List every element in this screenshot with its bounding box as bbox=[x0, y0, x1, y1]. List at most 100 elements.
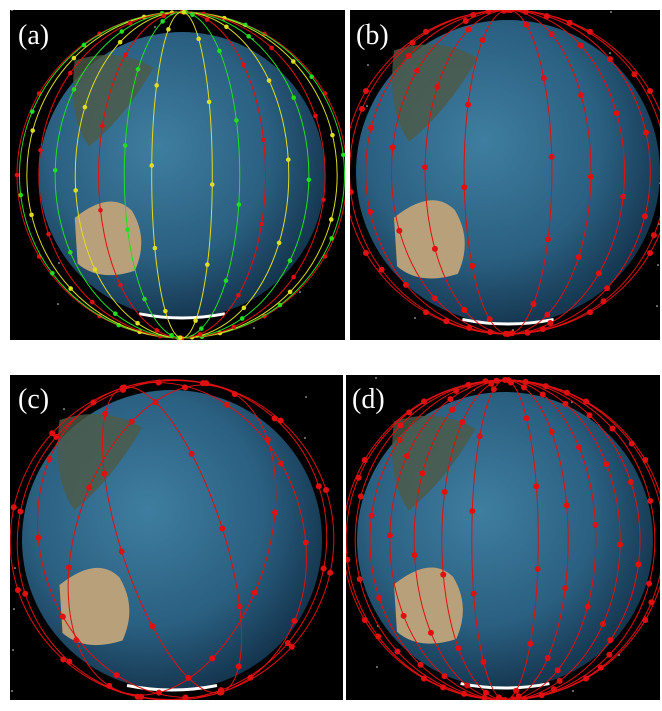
satellite bbox=[82, 43, 87, 48]
satellite bbox=[341, 153, 346, 158]
panel-label: (c) bbox=[18, 384, 49, 415]
satellite bbox=[587, 412, 593, 418]
satellite bbox=[432, 246, 438, 252]
satellite bbox=[647, 498, 653, 504]
satellite bbox=[601, 298, 607, 304]
satellite bbox=[125, 227, 130, 232]
satellite bbox=[30, 128, 35, 133]
satellite bbox=[232, 325, 237, 330]
satellite bbox=[469, 508, 475, 514]
satellite bbox=[224, 278, 229, 283]
satellite bbox=[562, 585, 568, 591]
satellite bbox=[313, 114, 318, 119]
satellite bbox=[149, 163, 154, 168]
satellite bbox=[432, 295, 438, 301]
satellite bbox=[181, 10, 186, 15]
star bbox=[14, 567, 16, 569]
satellite bbox=[477, 433, 483, 439]
satellite bbox=[363, 250, 369, 256]
satellite bbox=[422, 164, 428, 170]
satellite bbox=[73, 188, 78, 193]
satellite bbox=[291, 95, 296, 100]
satellite bbox=[464, 682, 470, 688]
satellite bbox=[562, 401, 568, 407]
satellite bbox=[576, 254, 582, 260]
satellite bbox=[163, 309, 168, 314]
satellite bbox=[155, 328, 160, 333]
satellite bbox=[38, 148, 43, 153]
satellite bbox=[178, 335, 183, 340]
landmass bbox=[60, 568, 130, 645]
satellite bbox=[609, 426, 615, 432]
star bbox=[572, 690, 574, 692]
satellite bbox=[544, 312, 550, 318]
satellite bbox=[113, 311, 118, 316]
star bbox=[414, 317, 416, 319]
satellite bbox=[509, 330, 515, 336]
satellite bbox=[217, 49, 222, 54]
satellite bbox=[123, 53, 128, 58]
satellite bbox=[345, 173, 350, 178]
satellite bbox=[246, 34, 251, 39]
satellite bbox=[651, 232, 657, 238]
satellite bbox=[46, 232, 51, 237]
satellite bbox=[236, 293, 241, 298]
satellite bbox=[118, 40, 123, 45]
satellite bbox=[487, 316, 493, 322]
satellite bbox=[643, 129, 649, 135]
satellite bbox=[396, 228, 402, 234]
satellite bbox=[453, 388, 459, 394]
star bbox=[13, 608, 15, 610]
satellite bbox=[259, 222, 264, 227]
satellite bbox=[409, 40, 415, 46]
satellite bbox=[269, 46, 274, 51]
satellite bbox=[193, 318, 198, 323]
satellite bbox=[241, 63, 246, 68]
satellite bbox=[598, 665, 604, 671]
satellite bbox=[557, 678, 563, 684]
star bbox=[253, 327, 255, 329]
satellite bbox=[387, 532, 393, 538]
satellite bbox=[642, 213, 648, 219]
satellite bbox=[606, 652, 612, 658]
satellite bbox=[321, 198, 326, 203]
satellite bbox=[501, 8, 507, 14]
satellite bbox=[330, 133, 335, 138]
satellite bbox=[234, 118, 239, 123]
star bbox=[376, 666, 378, 668]
satellite bbox=[123, 143, 128, 148]
satellite bbox=[358, 493, 364, 499]
satellite bbox=[585, 604, 591, 610]
satellite bbox=[419, 470, 425, 476]
satellite bbox=[190, 12, 195, 17]
satellite bbox=[50, 271, 55, 276]
satellite bbox=[480, 37, 486, 43]
satellite bbox=[578, 92, 584, 98]
satellite bbox=[578, 43, 584, 49]
star bbox=[57, 303, 59, 305]
satellite bbox=[440, 572, 446, 578]
satellite bbox=[549, 429, 555, 435]
satellite bbox=[135, 321, 140, 326]
star bbox=[305, 396, 307, 398]
satellite bbox=[617, 542, 623, 548]
satellite bbox=[592, 522, 598, 528]
star bbox=[656, 305, 658, 307]
satellite bbox=[459, 419, 465, 425]
satellite bbox=[620, 194, 626, 200]
satellite bbox=[98, 208, 103, 213]
satellite bbox=[631, 71, 637, 77]
satellite bbox=[455, 645, 461, 651]
satellite bbox=[576, 444, 582, 450]
satellite bbox=[68, 71, 73, 76]
satellite bbox=[390, 144, 396, 150]
satellite bbox=[508, 380, 514, 386]
satellite bbox=[603, 461, 609, 467]
satellite bbox=[210, 182, 215, 187]
satellite bbox=[614, 110, 620, 116]
satellite bbox=[288, 290, 293, 295]
satellite bbox=[516, 693, 522, 699]
star bbox=[304, 437, 306, 439]
satellite bbox=[463, 18, 469, 24]
satellite bbox=[403, 282, 409, 288]
